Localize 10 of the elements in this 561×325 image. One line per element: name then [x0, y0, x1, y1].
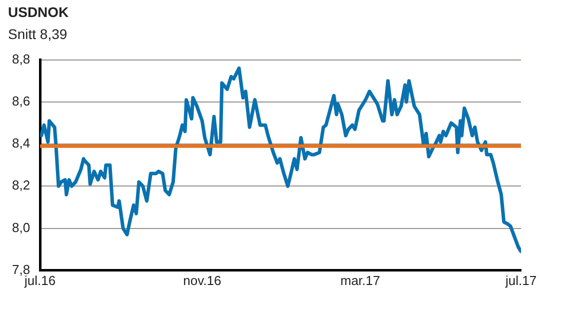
y-tick-label: 8,0	[12, 220, 30, 235]
y-tick-label: 8,4	[12, 136, 30, 151]
y-tick-label: 8,2	[12, 178, 30, 193]
chart-subtitle: Snitt 8,39	[8, 26, 68, 42]
x-tick-label: mar.17	[340, 272, 380, 288]
y-tick-label: 8,6	[12, 94, 30, 108]
chart-title: USDNOK	[8, 4, 69, 20]
x-tick-label: nov.16	[183, 272, 222, 288]
x-tick-label: jul.17	[504, 272, 537, 288]
y-tick-label: 8,8	[12, 51, 30, 66]
